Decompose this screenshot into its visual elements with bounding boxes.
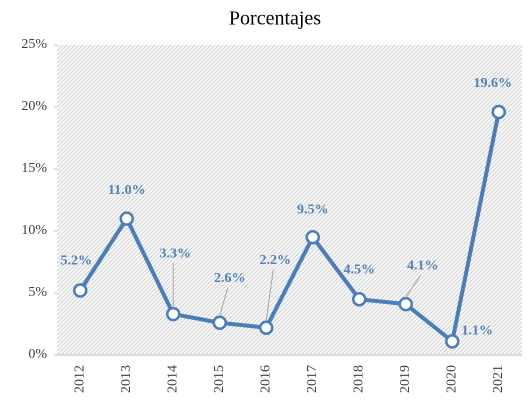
marker [166,306,181,322]
marker [119,211,134,226]
data-label: 3.3% [160,246,192,261]
marker [259,320,274,335]
y-tick-label: 20% [21,99,47,114]
x-tick-label: 2016 [258,365,273,393]
x-tick-label: 2020 [444,365,459,393]
x-tick-label: 2017 [305,365,320,393]
marker [352,291,367,307]
x-tick-label: 2013 [119,365,134,393]
marker [305,229,320,245]
data-label: 4.1% [407,258,439,273]
y-tick-label: 0% [28,347,47,362]
data-label: 2.2% [260,253,292,268]
plot-area [57,45,522,355]
x-tick-label: 2012 [72,365,87,393]
data-label: 19.6% [474,76,513,91]
data-label: 9.5% [297,202,329,217]
y-tick-label: 5% [28,285,47,300]
y-tick-label: 25% [21,37,47,52]
data-label: 1.1% [462,324,494,339]
marker [73,283,88,298]
marker [445,334,460,349]
chart-title: Porcentajes [229,8,321,30]
marker [212,315,227,331]
x-tick-label: 2019 [398,365,413,393]
x-tick-label: 2014 [165,365,180,393]
y-tick-label: 10% [21,223,47,238]
marker [398,296,413,312]
marker [491,104,506,120]
line [78,111,501,344]
data-label: 11.0% [108,183,146,198]
y-tick-label: 15% [21,161,47,176]
data-label: 4.5% [344,262,376,277]
x-tick-label: 2018 [351,365,366,393]
x-tick-label: 2015 [212,365,227,393]
leader-line [265,269,274,321]
data-label: 5.2% [61,254,93,269]
leader-line [219,287,229,316]
x-tick-label: 2021 [491,365,506,393]
data-label: 2.6% [214,271,246,286]
leader-line [405,274,422,298]
